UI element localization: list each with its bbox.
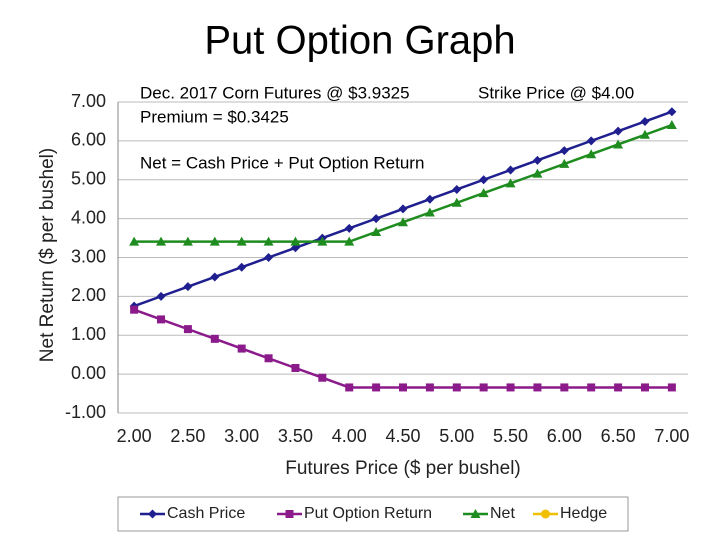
marker — [470, 509, 481, 518]
marker — [210, 272, 220, 282]
marker — [210, 334, 219, 343]
x-tick-label: 6.50 — [601, 426, 636, 446]
marker — [424, 207, 435, 217]
marker — [344, 223, 354, 233]
marker — [586, 149, 597, 159]
marker — [264, 354, 273, 363]
marker — [344, 236, 355, 246]
marker — [506, 165, 516, 175]
marker — [640, 383, 649, 392]
marker — [209, 236, 220, 246]
marker — [157, 315, 166, 324]
y-tick-label: 3.00 — [71, 246, 106, 266]
y-tick-label: 4.00 — [71, 207, 106, 227]
x-tick-label: 6.00 — [547, 426, 582, 446]
legend-label: Cash Price — [167, 505, 245, 522]
marker — [587, 383, 596, 392]
annotation: Premium = $0.3425 — [140, 107, 289, 126]
x-tick-label: 7.00 — [654, 426, 689, 446]
marker — [398, 217, 408, 227]
series-line — [133, 308, 672, 389]
marker — [317, 236, 328, 246]
marker — [236, 236, 247, 246]
marker — [560, 383, 569, 392]
x-tick-label: 2.00 — [117, 426, 152, 446]
x-tick-label: 4.00 — [332, 426, 367, 446]
marker — [425, 383, 434, 392]
chart-title: Put Option Graph — [204, 19, 515, 63]
y-tick-label: 1.00 — [71, 324, 106, 344]
x-axis-label: Futures Price ($ per bushel) — [285, 458, 521, 479]
marker — [318, 373, 327, 382]
marker — [559, 146, 569, 156]
marker — [532, 168, 543, 178]
marker — [156, 236, 167, 246]
marker — [586, 136, 596, 146]
y-tick-label: 5.00 — [71, 169, 106, 189]
marker — [285, 510, 294, 518]
marker — [452, 383, 461, 392]
marker — [183, 282, 193, 292]
y-tick-label: -1.00 — [65, 402, 106, 422]
marker — [613, 126, 623, 136]
marker — [237, 344, 246, 353]
marker — [559, 158, 570, 168]
marker — [541, 509, 550, 519]
marker — [264, 253, 274, 262]
marker — [156, 291, 166, 301]
marker — [639, 129, 650, 139]
annotation: Strike Price @ $4.00 — [478, 83, 634, 102]
marker — [505, 178, 516, 188]
marker — [148, 509, 157, 519]
legend-label: Put Option Return — [304, 505, 432, 522]
marker — [452, 184, 462, 194]
legend-label: Net — [490, 505, 515, 522]
marker — [613, 139, 624, 149]
marker — [614, 383, 623, 392]
marker — [372, 383, 381, 392]
marker — [479, 383, 488, 392]
x-tick-label: 3.50 — [278, 426, 313, 446]
marker — [182, 236, 193, 246]
marker — [398, 204, 408, 214]
legend-label: Hedge — [560, 505, 607, 522]
annotation: Net = Cash Price + Put Option Return — [140, 153, 424, 172]
annotation: Dec. 2017 Corn Futures @ $3.9325 — [140, 83, 410, 102]
y-tick-label: 7.00 — [71, 91, 106, 111]
marker — [667, 383, 676, 392]
y-tick-label: 6.00 — [71, 130, 106, 150]
marker — [667, 107, 677, 117]
y-axis-label: Net Return ($ per bushel) — [37, 148, 58, 362]
marker — [290, 236, 301, 246]
marker — [371, 226, 382, 236]
x-tick-label: 3.00 — [224, 426, 259, 446]
marker — [506, 383, 515, 392]
marker — [532, 155, 542, 165]
marker — [478, 188, 489, 198]
marker — [640, 116, 650, 126]
marker — [129, 236, 140, 246]
x-tick-label: 5.00 — [439, 426, 474, 446]
y-tick-label: 2.00 — [71, 285, 106, 305]
marker — [399, 383, 407, 392]
marker — [425, 194, 435, 204]
x-tick-label: 5.50 — [493, 426, 528, 446]
marker — [130, 305, 139, 314]
marker — [371, 214, 381, 224]
x-tick-label: 4.50 — [385, 426, 420, 446]
marker — [345, 383, 354, 392]
x-tick-label: 2.50 — [170, 426, 205, 446]
marker — [291, 364, 300, 373]
marker — [451, 197, 462, 207]
y-tick-label: 0.00 — [71, 363, 106, 383]
marker — [183, 325, 192, 334]
marker — [666, 120, 677, 130]
marker — [479, 175, 489, 185]
marker — [237, 262, 247, 272]
marker — [263, 236, 274, 246]
marker — [533, 383, 542, 392]
